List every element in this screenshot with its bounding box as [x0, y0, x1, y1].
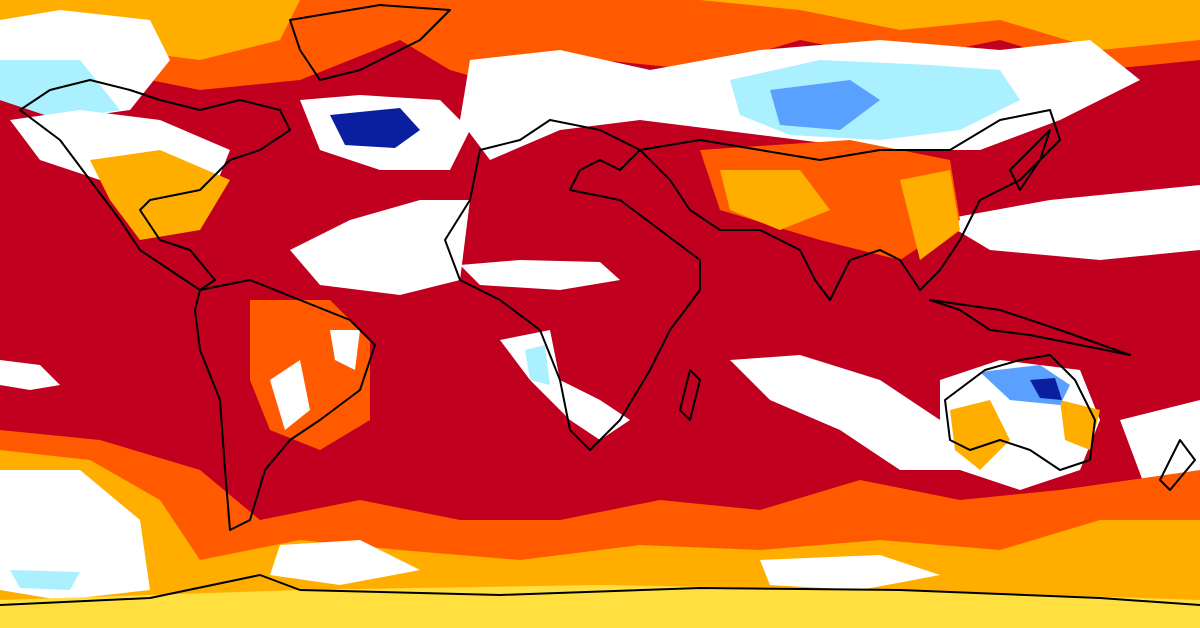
coastline-japan: [1009, 129, 1051, 191]
coastline-indonesia: [929, 299, 1131, 356]
field-southern-white: [0, 470, 940, 600]
coastline-australia: [944, 354, 1096, 471]
field-indian-ocean-white: [730, 355, 960, 470]
field-southern-yellow: [0, 450, 1200, 628]
field-antarctic-yellow: [0, 585, 1200, 628]
coastline-new-zealand: [1159, 439, 1196, 491]
field-sw-africa-lightblue: [525, 345, 550, 385]
coastline-greenland: [289, 4, 451, 81]
coastline-asia: [639, 109, 1061, 301]
field-siberia-blue: [770, 80, 880, 130]
coastline-madagascar: [679, 369, 701, 421]
field-sahel-white: [460, 260, 620, 290]
coastline-antarctica: [0, 574, 1200, 606]
field-n-atlantic-white: [290, 200, 470, 295]
field-n-pacific-white: [940, 185, 1200, 260]
field-australia-darkblue: [1030, 378, 1062, 400]
coastline-south-america: [194, 279, 376, 531]
field-southern-lightblue: [10, 570, 80, 590]
field-na-orange: [90, 150, 230, 240]
field-australia-orange: [950, 400, 1100, 470]
field-s-america-white: [270, 330, 360, 430]
field-arctic-yellow: [0, 0, 1200, 70]
field-siberia-lightblue: [0, 60, 1020, 140]
field-nw-atlantic-blue: [330, 108, 420, 148]
coastline-north-america: [19, 79, 291, 291]
coastlines: [0, 4, 1200, 606]
field-asia-yellow: [720, 170, 960, 260]
